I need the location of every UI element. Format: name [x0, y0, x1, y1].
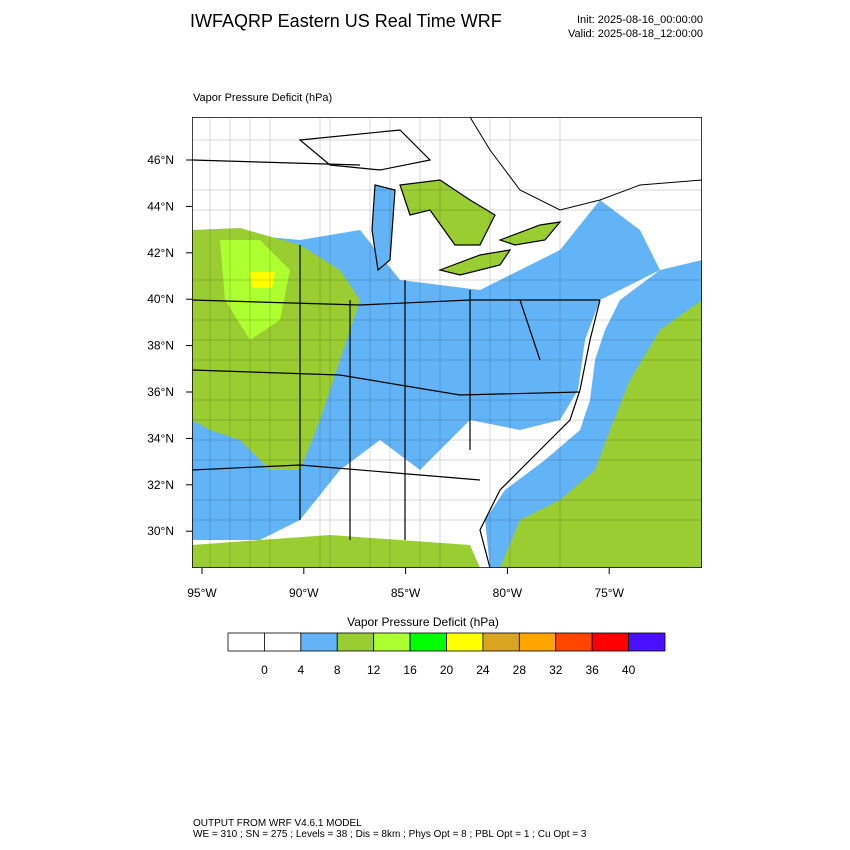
lat-label: 44°N [147, 199, 174, 213]
colorbar-label: 40 [622, 663, 636, 677]
lat-label: 42°N [147, 246, 174, 260]
lat-label: 32°N [147, 478, 174, 492]
lat-label: 38°N [147, 339, 174, 353]
lat-label: 34°N [147, 431, 174, 445]
lon-label: 75°W [594, 586, 624, 600]
colorbar-label: 20 [440, 663, 454, 677]
colorbar-box [555, 632, 593, 652]
colorbar-label: 28 [513, 663, 527, 677]
lon-label: 80°W [493, 586, 523, 600]
lat-label: 40°N [147, 292, 174, 306]
colorbar-label: 36 [585, 663, 599, 677]
colorbar-box [628, 632, 666, 652]
title: IWFAQRP Eastern US Real Time WRF [190, 11, 502, 31]
colorbar-box [227, 632, 265, 652]
colorbar-box [446, 632, 484, 652]
lat-label: 46°N [147, 153, 174, 167]
footer-line: OUTPUT FROM WRF V4.6.1 MODEL [193, 818, 362, 829]
init-time: Init: 2025-08-16_00:00:00 [577, 14, 703, 26]
colorbar-label: 0 [261, 663, 268, 677]
colorbar-title: Vapor Pressure Deficit (hPa) [347, 615, 499, 629]
colorbar-label: 12 [367, 663, 381, 677]
footer-line: WE = 310 ; SN = 275 ; Levels = 38 ; Dis … [193, 829, 587, 840]
lon-label: 90°W [289, 586, 319, 600]
map [192, 117, 702, 568]
colorbar-box [373, 632, 411, 652]
lon-label: 85°W [391, 586, 421, 600]
colorbar-label: 32 [549, 663, 563, 677]
lon-label: 95°W [187, 586, 217, 600]
colorbar-box [300, 632, 338, 652]
colorbar-box [482, 632, 520, 652]
lat-label: 30°N [147, 524, 174, 538]
colorbar-box [591, 632, 629, 652]
valid-time: Valid: 2025-08-18_12:00:00 [568, 28, 703, 40]
colorbar-box [409, 632, 447, 652]
map-label: Vapor Pressure Deficit (hPa) [193, 92, 332, 104]
colorbar-label: 8 [334, 663, 341, 677]
colorbar-label: 4 [297, 663, 304, 677]
colorbar-label: 24 [476, 663, 490, 677]
colorbar-box [518, 632, 557, 652]
colorbar-label: 16 [403, 663, 417, 677]
colorbar-box [336, 632, 375, 652]
colorbar-box [264, 632, 302, 652]
lat-label: 36°N [147, 385, 174, 399]
